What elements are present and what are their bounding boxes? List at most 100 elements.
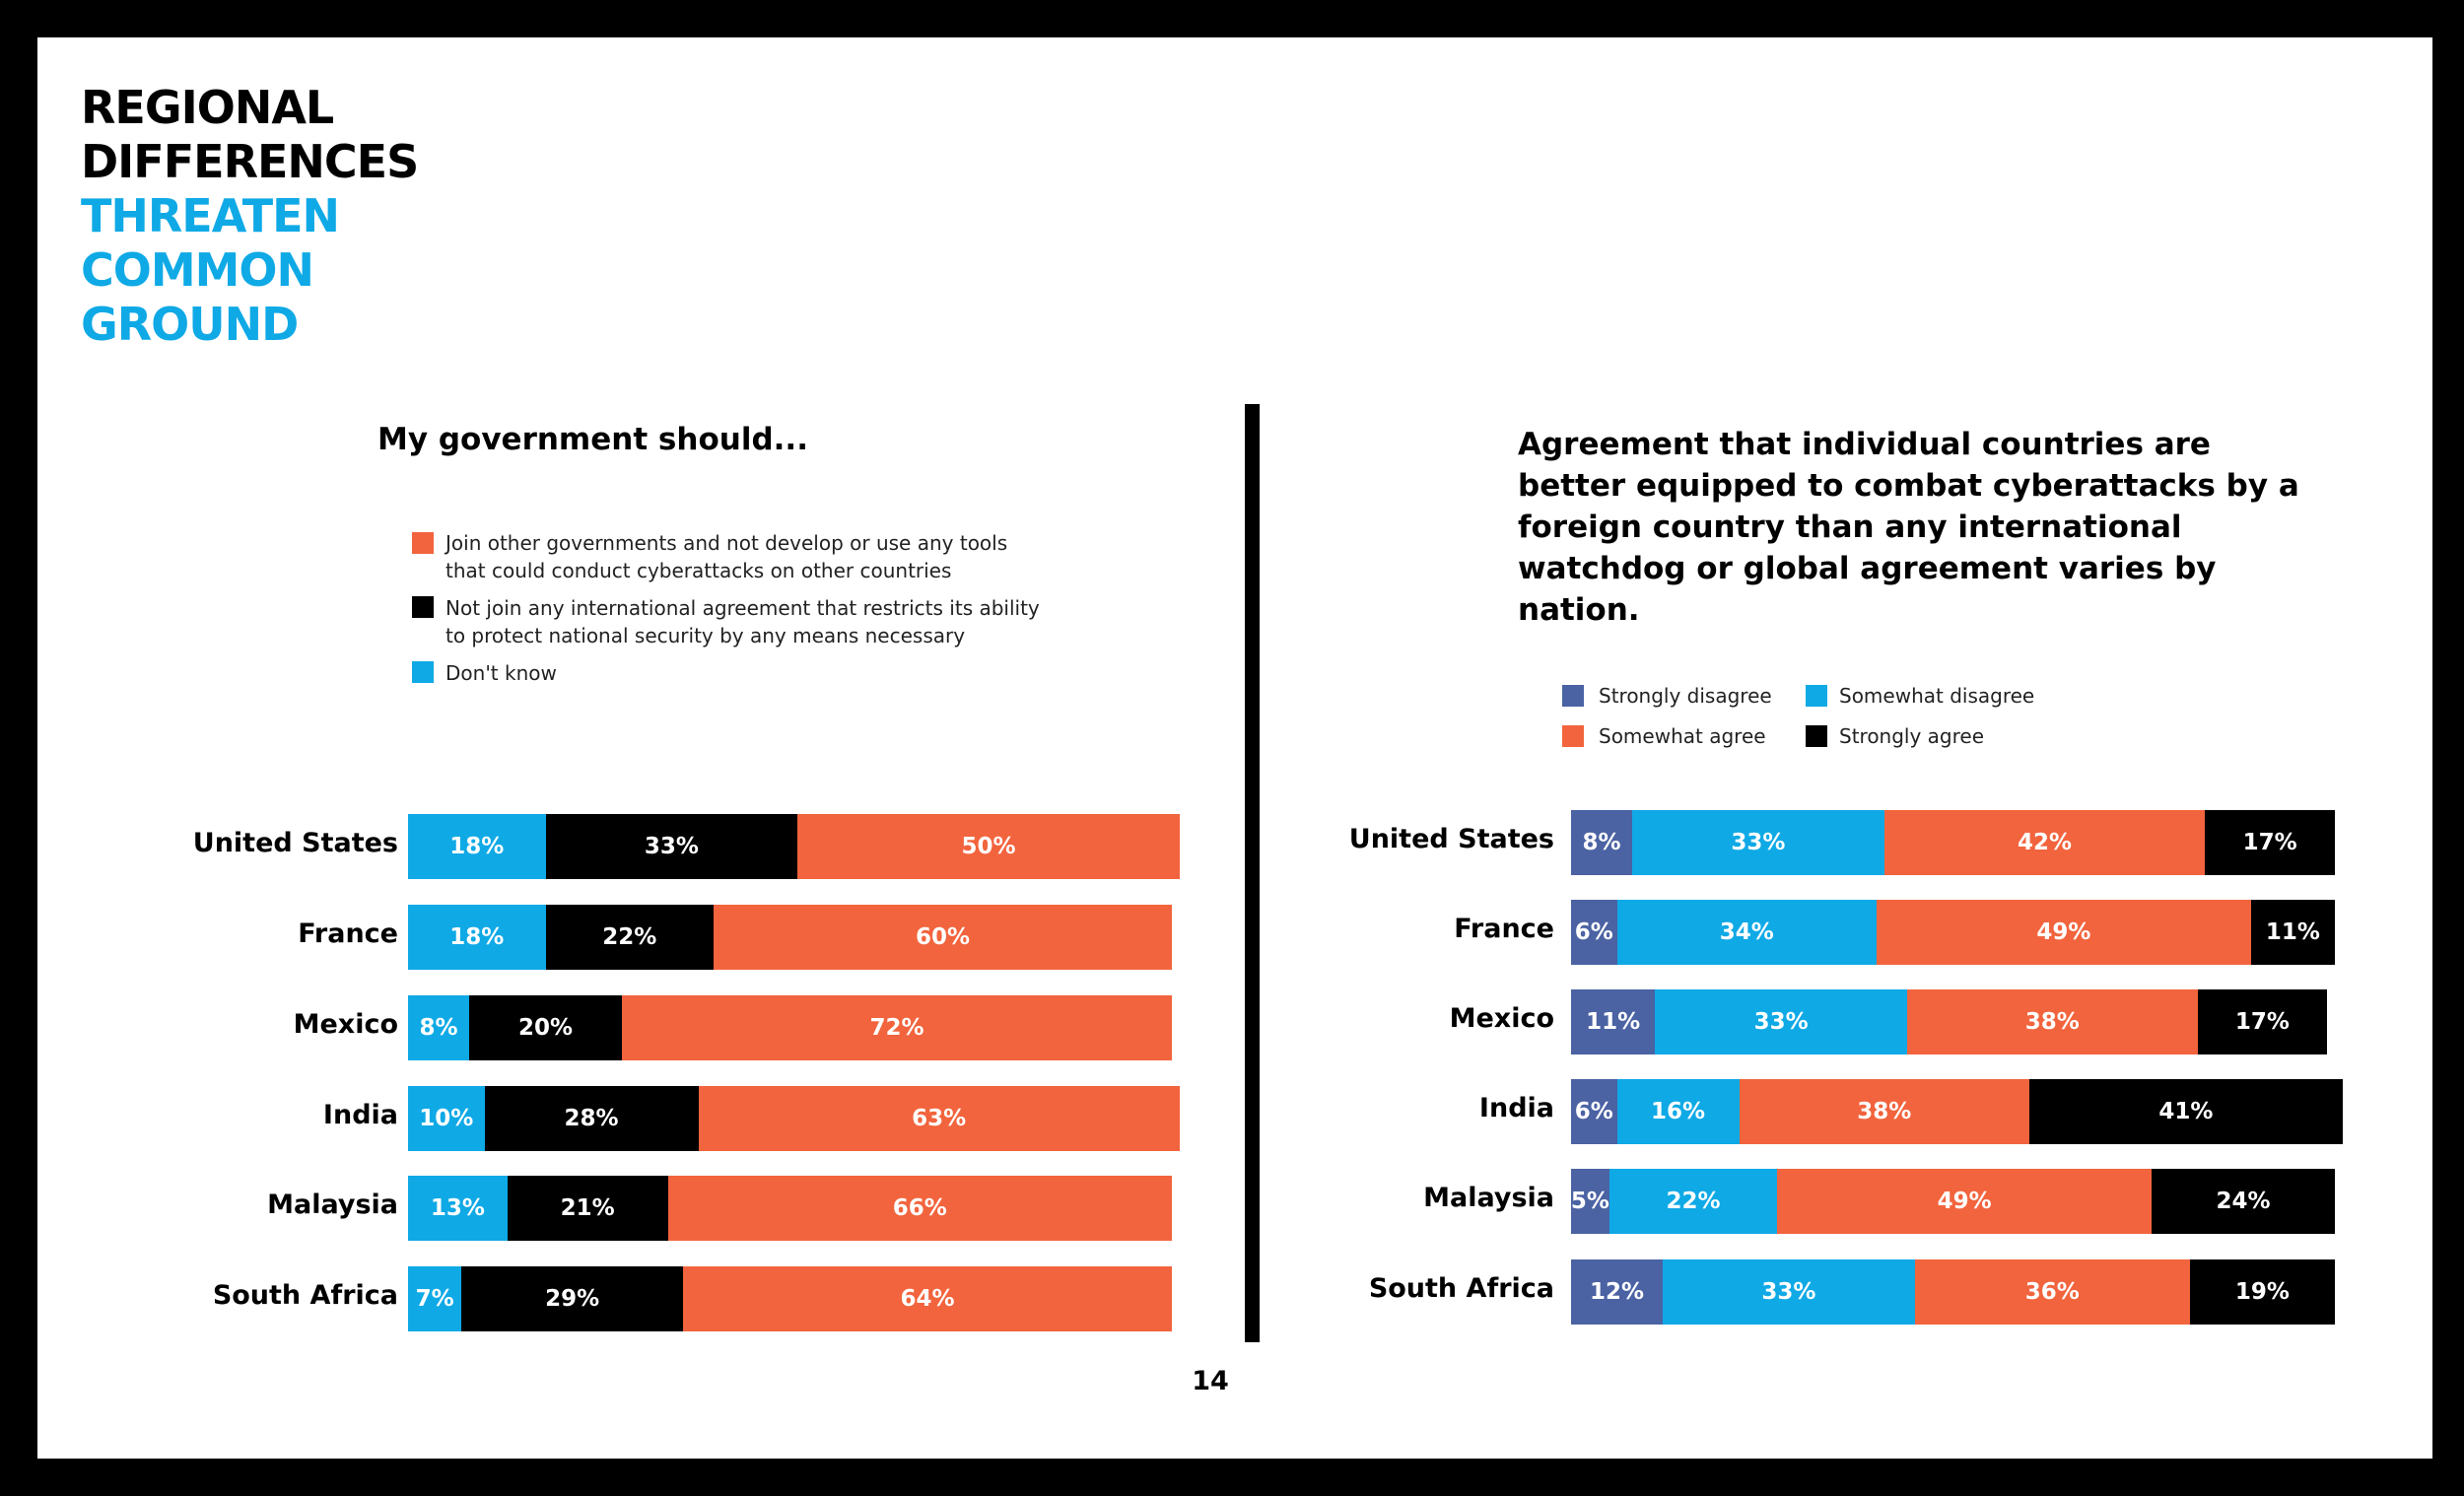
left-legend-swatch-black [412,596,434,618]
left-bar-segment-france-join-other-governments: 60% [714,905,1172,970]
right-data-label: 33% [1753,1009,1809,1035]
left-legend-swatch-cyan [412,661,434,683]
right-data-label: 16% [1650,1099,1706,1124]
left-data-label: 72% [869,1015,924,1041]
right-category-label-south-africa: South Africa [1368,1273,1554,1304]
right-bar-segment-south-africa-somewhat-agree: 36% [1914,1259,2190,1325]
right-data-label: 5% [1571,1189,1609,1214]
right-data-label: 38% [2024,1009,2080,1035]
right-data-label: 24% [2216,1189,2271,1214]
left-bar-segment-united-states-join-other-governments: 50% [797,814,1180,879]
right-legend-swatch-somewhat-agree [1562,725,1584,747]
left-bar-segment-mexico-join-other-governments: 72% [622,995,1172,1060]
right-legend-swatch-somewhat-disagree [1806,685,1827,707]
left-legend-join-line2: that could conduct cyberattacks on other… [445,559,952,582]
left-legend-notjoin-line1: Not join any international agreement tha… [445,596,1040,620]
left-data-label: 28% [564,1106,619,1131]
left-bar-segment-mexico-don-t-know: 8% [408,995,469,1060]
left-category-label-france: France [298,918,398,949]
right-bar-malaysia: 5% 22% 49% 24% [1571,1169,2335,1234]
right-data-label: 49% [2036,919,2091,945]
right-data-label: 34% [1719,919,1774,945]
right-bar-segment-malaysia-strongly-disagree: 5% [1571,1169,1609,1234]
left-data-label: 66% [892,1195,947,1221]
right-bar-segment-malaysia-somewhat-agree: 49% [1777,1169,2152,1234]
left-bar-segment-south-africa-not-join-any-international-agreement: 29% [461,1266,683,1331]
right-bar-segment-france-somewhat-agree: 49% [1877,900,2251,965]
left-bar-segment-india-not-join-any-international-agreement: 28% [484,1086,699,1151]
title-line-3: THREATEN [81,189,340,242]
right-bar-segment-south-africa-somewhat-disagree: 33% [1663,1259,1915,1325]
right-chart-title: Agreement that individual countries are … [1518,427,2299,628]
left-category-label-mexico: Mexico [293,1009,398,1040]
right-bar-south-africa: 12% 33% 36% 19% [1571,1259,2335,1325]
right-bar-india: 6% 16% 38% 41% [1571,1079,2343,1144]
left-category-label-malaysia: Malaysia [267,1190,398,1220]
right-data-label: 42% [2017,830,2073,855]
right-data-label: 12% [1589,1279,1645,1305]
right-bar-united-states: 8% 33% 42% 17% [1571,810,2335,875]
right-bar-mexico: 11% 33% 38% 17% [1571,989,2328,1054]
right-bar-segment-india-somewhat-disagree: 16% [1616,1079,1740,1144]
right-bar-france: 6% 34% 49% 11% [1571,900,2335,965]
left-category-label-united-states: United States [192,828,398,858]
right-bar-segment-india-somewhat-agree: 38% [1739,1079,2029,1144]
right-data-label: 6% [1574,919,1613,945]
left-bar-segment-malaysia-don-t-know: 13% [408,1176,508,1241]
left-data-label: 18% [449,924,505,950]
page-title: REGIONAL DIFFERENCES THREATEN COMMON GRO… [81,81,419,352]
right-data-label: 41% [2158,1099,2214,1124]
right-data-label: 17% [2242,830,2297,855]
right-bar-segment-south-africa-strongly-agree: 19% [2189,1259,2335,1325]
left-bar-segment-united-states-don-t-know: 18% [408,814,546,879]
right-data-label: 36% [2024,1279,2080,1305]
right-category-label-india: India [1478,1093,1554,1123]
left-bar-south-africa: 7% 29% 64% [408,1266,1172,1331]
left-data-label: 7% [415,1286,454,1312]
right-bar-segment-mexico-strongly-agree: 17% [2197,989,2328,1054]
right-bar-segment-france-strongly-agree: 11% [2250,900,2335,965]
right-legend-swatch-strongly-disagree [1562,685,1584,707]
left-bar-segment-south-africa-join-other-governments: 64% [683,1266,1172,1331]
left-data-label: 18% [449,834,505,859]
left-bar-united-states: 18% 33% 50% [408,814,1180,879]
right-bar-segment-mexico-somewhat-disagree: 33% [1655,989,1907,1054]
left-category-label-india: India [322,1100,398,1130]
right-legend-strongly-agree: Strongly agree [1839,724,1985,748]
left-legend-join-line1: Join other governments and not develop o… [445,531,1008,555]
title-line-5: GROUND [81,298,299,351]
title-line-2: DIFFERENCES [81,135,419,188]
left-legend-item-notjoin: Not join any international agreement tha… [445,594,1040,649]
right-bar-segment-india-strongly-disagree: 6% [1571,1079,1617,1144]
right-data-label: 11% [1586,1009,1641,1035]
right-data-label: 33% [1761,1279,1816,1305]
right-bar-segment-malaysia-strongly-agree: 24% [2152,1169,2335,1234]
right-bar-segment-united-states-strongly-disagree: 8% [1571,810,1632,875]
right-legend-swatch-strongly-agree [1806,725,1827,747]
right-bar-segment-south-africa-strongly-disagree: 12% [1571,1259,1663,1325]
right-bar-segment-france-strongly-disagree: 6% [1571,900,1617,965]
left-bar-segment-india-join-other-governments: 63% [698,1086,1180,1151]
left-bar-segment-united-states-not-join-any-international-agreement: 33% [545,814,798,879]
left-bar-mexico: 8% 20% 72% [408,995,1172,1060]
left-data-label: 8% [419,1015,458,1041]
right-data-label: 17% [2234,1009,2290,1035]
left-legend-notjoin-line2: to protect national security by any mean… [445,624,966,647]
left-data-label: 64% [900,1286,955,1312]
left-bar-segment-france-not-join-any-international-agreement: 22% [545,905,714,970]
right-bar-segment-india-strongly-agree: 41% [2029,1079,2343,1144]
right-data-label: 22% [1666,1189,1721,1214]
left-bar-segment-malaysia-join-other-governments: 66% [667,1176,1172,1241]
right-category-label-united-states: United States [1348,824,1554,854]
page-number: 14 [1192,1366,1229,1396]
right-bar-segment-united-states-somewhat-disagree: 33% [1632,810,1884,875]
right-data-label: 8% [1582,830,1621,855]
right-bar-segment-mexico-somewhat-agree: 38% [1907,989,2198,1054]
left-bar-segment-malaysia-not-join-any-international-agreement: 21% [507,1176,668,1241]
left-data-label: 33% [644,834,699,859]
right-bar-segment-mexico-strongly-disagree: 11% [1571,989,1656,1054]
column-divider [1245,404,1260,1342]
left-legend-item-join: Join other governments and not develop o… [445,529,1007,584]
right-category-label-malaysia: Malaysia [1423,1183,1554,1213]
left-category-label-south-africa: South Africa [212,1280,398,1311]
